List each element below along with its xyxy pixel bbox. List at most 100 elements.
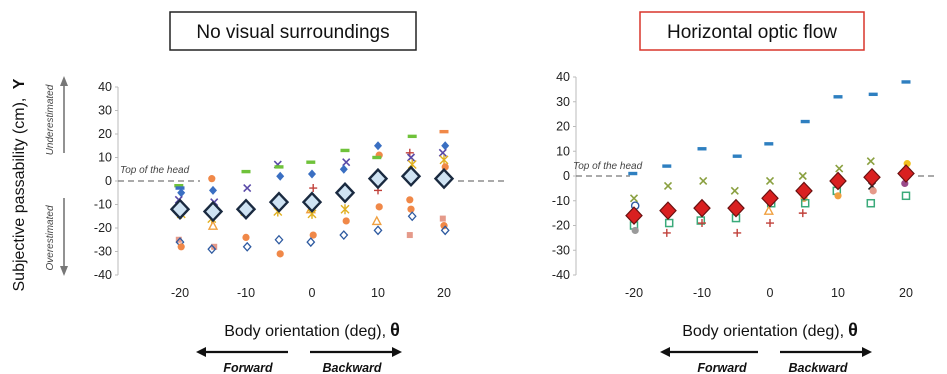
data-point (406, 153, 416, 162)
data-point (306, 237, 316, 248)
x-axis-label: Body orientation (deg), θ (682, 320, 858, 340)
data-point (208, 175, 216, 183)
data-point (439, 129, 449, 134)
mean-marker (400, 165, 422, 188)
y-axis-symbol: Y (11, 78, 28, 89)
mean-marker (863, 167, 881, 187)
mean-marker (829, 171, 847, 191)
chart-title-box (169, 11, 417, 51)
x-tick-label: 0 (309, 286, 316, 300)
data-point (177, 188, 186, 198)
data-point (733, 228, 742, 237)
data-point (209, 185, 217, 195)
x-axis-label: Body orientation (deg), θ (224, 320, 400, 340)
data-point (664, 218, 674, 228)
x-tick-label: 20 (899, 286, 913, 300)
data-point (242, 233, 250, 241)
y-tick-label: -40 (94, 268, 112, 282)
chart-panel-optic-flow: Horizontal optic flow 40 30 20 10 0 -10 -20 -30 -… (552, 11, 935, 374)
data-point (276, 171, 285, 181)
forward-arrow-head (196, 347, 206, 357)
data-point (274, 234, 284, 245)
y-tick-label: 10 (98, 151, 112, 165)
data-point (207, 220, 219, 230)
chart-title: Horizontal optic flow (667, 22, 837, 43)
backward-arrow-head (862, 347, 872, 357)
mean-marker (625, 206, 643, 225)
x-tick-label: -10 (237, 286, 255, 300)
data-point (901, 191, 911, 201)
data-point (697, 147, 707, 151)
y-tick-label: -20 (94, 221, 112, 235)
data-point (765, 176, 775, 186)
data-point (339, 230, 349, 241)
data-point (698, 219, 706, 228)
data-point (868, 92, 878, 97)
y-tick-label: 30 (556, 95, 570, 109)
x-axis-label-text: Body orientation (deg), (224, 323, 386, 340)
mean-marker (268, 191, 290, 213)
data-point (798, 209, 807, 218)
data-point (309, 184, 318, 193)
backward-label: Backward (788, 361, 847, 374)
mean-marker (727, 198, 745, 218)
data-point (373, 225, 383, 236)
data-point (866, 198, 876, 208)
data-point (406, 232, 413, 239)
data-point (175, 186, 185, 190)
mean-marker (433, 167, 455, 190)
data-point (174, 184, 184, 188)
data-point (439, 154, 449, 165)
data-point (207, 244, 217, 255)
mean-marker (367, 167, 389, 190)
mean-marker (169, 198, 191, 220)
top-of-head-label: Top of the head (120, 165, 190, 176)
data-point (763, 205, 774, 215)
y-tick-label: -40 (552, 268, 570, 282)
y-tick-label: 40 (556, 70, 570, 84)
data-point (835, 164, 844, 173)
top-of-head-label: Top of the head (573, 161, 643, 172)
y-tick-label: 0 (105, 174, 112, 188)
data-point (407, 211, 417, 222)
data-point (342, 217, 350, 225)
mean-marker (334, 182, 356, 204)
data-point (766, 219, 774, 228)
y-tick-label: -30 (94, 245, 112, 259)
mean-marker (202, 200, 224, 223)
mean-marker (761, 188, 779, 208)
data-point (628, 171, 638, 176)
y-tick-label: -30 (552, 243, 570, 257)
mean-marker (693, 198, 711, 218)
data-point (340, 148, 350, 153)
chart-title-box (639, 11, 865, 51)
data-point (274, 165, 284, 169)
data-point (374, 141, 382, 151)
data-point (375, 203, 383, 211)
underestimated-label: Underestimated (45, 84, 56, 155)
data-point (662, 164, 672, 168)
data-point (340, 204, 350, 215)
y-axis-label-text: Subjective passability (cm), (11, 98, 28, 292)
y-tick-label: -20 (552, 219, 570, 233)
data-point (242, 241, 252, 252)
data-point (406, 196, 414, 204)
data-point (798, 171, 807, 181)
data-point (309, 231, 317, 239)
data-point (276, 250, 284, 258)
forward-label: Forward (697, 361, 747, 374)
forward-label: Forward (223, 361, 273, 374)
x-tick-label: -20 (171, 286, 189, 300)
y-tick-label: 20 (98, 127, 112, 141)
x-tick-label: -20 (625, 286, 643, 300)
data-point (834, 192, 842, 200)
data-point (901, 80, 911, 84)
y-tick-label: -10 (552, 194, 570, 208)
data-point (730, 186, 739, 195)
data-point (438, 148, 447, 157)
data-point (764, 142, 774, 146)
chart-panel-no-visual: No visual surroundings 40 30 20 10 0 -10 -20 -30… (94, 11, 508, 374)
mean-marker (897, 164, 915, 183)
y-axis-label: Subjective passability (cm), Y (11, 78, 28, 291)
y-tick-label: 0 (563, 169, 570, 183)
